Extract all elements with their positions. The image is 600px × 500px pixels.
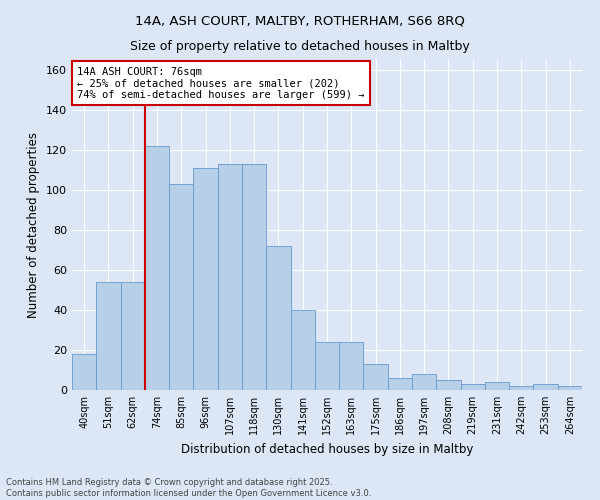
Bar (558, 386, 582, 390)
Bar (364, 364, 388, 390)
Bar (121, 282, 145, 390)
Bar (315, 342, 339, 390)
Bar (388, 378, 412, 390)
Bar (412, 374, 436, 390)
Bar (290, 310, 315, 390)
X-axis label: Distribution of detached houses by size in Maltby: Distribution of detached houses by size … (181, 442, 473, 456)
Bar (96, 282, 121, 390)
Bar (242, 164, 266, 390)
Text: 14A, ASH COURT, MALTBY, ROTHERHAM, S66 8RQ: 14A, ASH COURT, MALTBY, ROTHERHAM, S66 8… (135, 15, 465, 28)
Bar (72, 354, 96, 390)
Bar (218, 164, 242, 390)
Bar (339, 342, 364, 390)
Bar (169, 184, 193, 390)
Bar (436, 380, 461, 390)
Y-axis label: Number of detached properties: Number of detached properties (28, 132, 40, 318)
Text: Contains HM Land Registry data © Crown copyright and database right 2025.
Contai: Contains HM Land Registry data © Crown c… (6, 478, 371, 498)
Bar (461, 384, 485, 390)
Text: 14A ASH COURT: 76sqm
← 25% of detached houses are smaller (202)
74% of semi-deta: 14A ASH COURT: 76sqm ← 25% of detached h… (77, 66, 365, 100)
Bar (193, 168, 218, 390)
Bar (266, 246, 290, 390)
Bar (533, 384, 558, 390)
Text: Size of property relative to detached houses in Maltby: Size of property relative to detached ho… (130, 40, 470, 53)
Bar (485, 382, 509, 390)
Bar (145, 146, 169, 390)
Bar (509, 386, 533, 390)
